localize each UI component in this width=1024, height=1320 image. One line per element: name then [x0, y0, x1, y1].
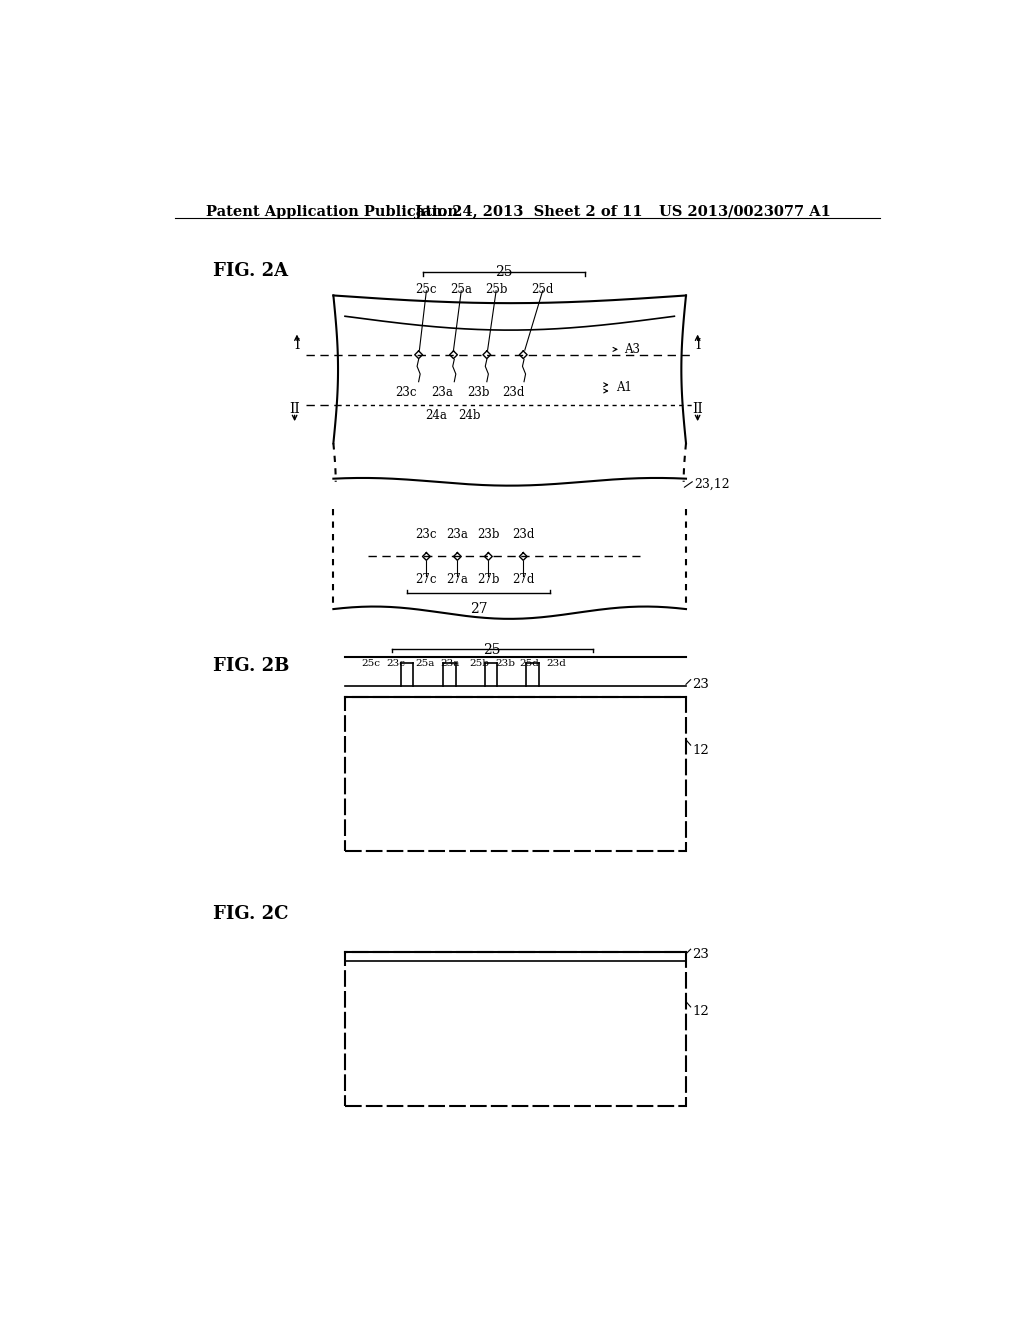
Text: 27a: 27a: [446, 573, 468, 586]
Text: 25d: 25d: [531, 284, 554, 296]
Text: Patent Application Publication: Patent Application Publication: [206, 205, 458, 219]
Text: 25d: 25d: [519, 659, 540, 668]
Text: Jan. 24, 2013  Sheet 2 of 11: Jan. 24, 2013 Sheet 2 of 11: [415, 205, 642, 219]
Text: 23a: 23a: [446, 528, 468, 541]
Text: 23,12: 23,12: [693, 478, 729, 491]
Text: 23d: 23d: [546, 659, 565, 668]
Text: FIG. 2A: FIG. 2A: [213, 263, 289, 280]
Text: 23b: 23b: [496, 659, 515, 668]
Text: 27: 27: [470, 602, 487, 616]
Text: 27c: 27c: [416, 573, 437, 586]
Text: 23a: 23a: [431, 385, 453, 399]
Text: FIG. 2C: FIG. 2C: [213, 906, 289, 923]
Text: 25c: 25c: [416, 284, 437, 296]
Text: 24a: 24a: [426, 409, 447, 421]
Text: 12: 12: [692, 1006, 709, 1019]
Text: 27d: 27d: [512, 573, 535, 586]
Text: 25a: 25a: [415, 659, 434, 668]
Text: 25: 25: [496, 264, 513, 279]
Bar: [345, 697, 686, 851]
Text: 23b: 23b: [467, 385, 489, 399]
Text: I: I: [294, 338, 300, 351]
Text: 23d: 23d: [502, 385, 524, 399]
Text: 25b: 25b: [469, 659, 489, 668]
Bar: [345, 952, 686, 1106]
Text: 24b: 24b: [458, 409, 480, 421]
Text: A3: A3: [624, 343, 640, 356]
Text: 12: 12: [692, 743, 709, 756]
Text: 27b: 27b: [477, 573, 500, 586]
Text: 23a: 23a: [440, 659, 460, 668]
Text: II: II: [289, 401, 300, 416]
Text: 23c: 23c: [394, 385, 416, 399]
Text: US 2013/0023077 A1: US 2013/0023077 A1: [658, 205, 830, 219]
Text: II: II: [692, 401, 703, 416]
Text: FIG. 2B: FIG. 2B: [213, 657, 290, 676]
Text: 23c: 23c: [387, 659, 406, 668]
Text: 25c: 25c: [361, 659, 380, 668]
Text: 25a: 25a: [451, 284, 472, 296]
Text: 25: 25: [483, 643, 501, 657]
Text: A1: A1: [616, 381, 632, 395]
Text: 25b: 25b: [485, 284, 507, 296]
Text: I: I: [695, 338, 700, 351]
Text: 23: 23: [692, 678, 709, 692]
Text: 23d: 23d: [512, 528, 535, 541]
Text: 23: 23: [692, 948, 709, 961]
Text: 23b: 23b: [477, 528, 500, 541]
Text: 23c: 23c: [416, 528, 437, 541]
